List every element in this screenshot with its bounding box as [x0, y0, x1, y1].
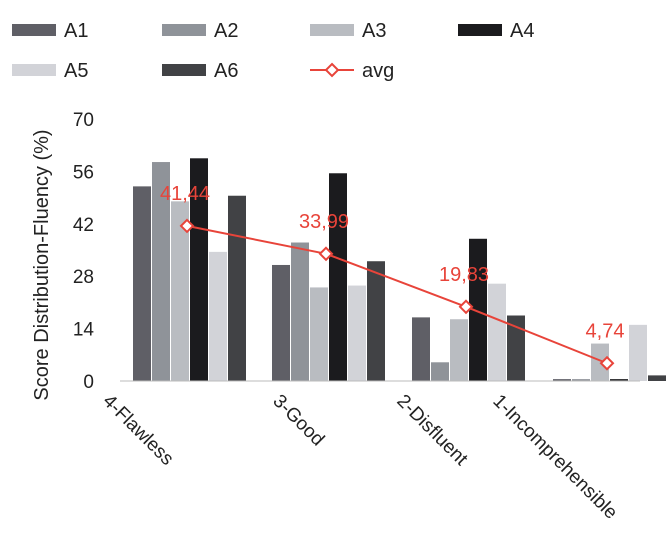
bar-a3-2	[310, 287, 328, 381]
bars	[133, 158, 666, 381]
y-axis: 0 14 28 42 56 70	[73, 110, 95, 393]
bar-a6-4	[648, 375, 666, 381]
legend-swatch	[458, 24, 502, 36]
avg-line	[186, 224, 608, 365]
legend-label: A1	[64, 20, 88, 42]
y-tick-label: 70	[73, 110, 94, 131]
x-tick-label: 1-Incomprehensible	[488, 391, 621, 524]
bar-a4-4	[610, 379, 628, 381]
legend-label: A3	[362, 20, 386, 42]
avg-marker	[318, 246, 334, 262]
avg-data-label: 41,44	[160, 183, 210, 205]
y-tick-label: 56	[73, 162, 94, 183]
legend-label: A5	[64, 60, 88, 82]
y-tick-label: 0	[83, 372, 94, 393]
legend-item-a6: A6	[162, 60, 238, 82]
legend-label: avg	[362, 60, 394, 82]
avg-marker	[458, 299, 474, 315]
avg-data-label: 4,74	[586, 320, 625, 342]
avg-marker	[179, 218, 195, 234]
bar-a3-1	[171, 201, 189, 381]
legend-swatch	[310, 24, 354, 36]
bar-a5-1	[209, 251, 227, 381]
legend-label: A2	[214, 20, 238, 42]
legend-swatch	[12, 64, 56, 76]
bar-a2-2	[291, 242, 309, 381]
bar-a6-1	[228, 195, 246, 381]
bar-a3-3	[450, 319, 468, 381]
y-tick-label: 42	[73, 215, 94, 236]
legend-item-a3: A3	[310, 20, 386, 42]
avg-series: 41,44 33,99 19,83 4,74	[160, 183, 625, 371]
legend-item-a1: A1	[12, 20, 88, 42]
avg-data-label: 19,83	[439, 264, 489, 286]
x-tick-label: 2-Disfluent	[392, 391, 472, 471]
legend-swatch	[12, 24, 56, 36]
avg-data-label: 33,99	[299, 211, 349, 233]
legend-marker	[324, 62, 340, 78]
y-tick-label: 14	[73, 320, 95, 341]
x-tick-label: 4-Flawless	[98, 391, 177, 470]
bar-a2-1	[152, 162, 170, 381]
legend-item-avg: avg	[310, 60, 394, 82]
bar-a5-2	[348, 285, 366, 381]
bar-a2-3	[431, 362, 449, 381]
bar-a6-2	[367, 261, 385, 381]
avg-marker	[599, 355, 615, 371]
x-tick-label: 3-Good	[268, 391, 328, 451]
bar-a3-4	[591, 343, 609, 381]
bar-a6-3	[507, 315, 525, 381]
legend-label: A6	[214, 60, 238, 82]
legend-swatch	[162, 24, 206, 36]
bar-a4-3	[469, 238, 487, 381]
y-axis-title: Score Distribution-Fluency (%)	[31, 129, 53, 400]
y-tick-label: 28	[73, 267, 94, 288]
bar-a5-4	[629, 324, 647, 381]
bar-a4-2	[329, 173, 347, 381]
legend-label: A4	[510, 20, 534, 42]
x-axis: 4-Flawless 3-Good 2-Disfluent 1-Incomprehen…	[98, 391, 621, 524]
bar-a1-3	[412, 317, 430, 381]
legend: A1 A2 A3 A4 A5 A6 avg	[12, 20, 534, 82]
bar-a5-3	[488, 283, 506, 381]
bar-a1-4	[553, 379, 571, 381]
bar-a1-2	[272, 264, 290, 381]
bar-a4-1	[190, 158, 208, 381]
legend-item-a2: A2	[162, 20, 238, 42]
bar-a2-4	[572, 379, 590, 381]
legend-swatch	[162, 64, 206, 76]
legend-item-a4: A4	[458, 20, 534, 42]
legend-item-a5: A5	[12, 60, 88, 82]
bar-a1-1	[133, 186, 151, 381]
